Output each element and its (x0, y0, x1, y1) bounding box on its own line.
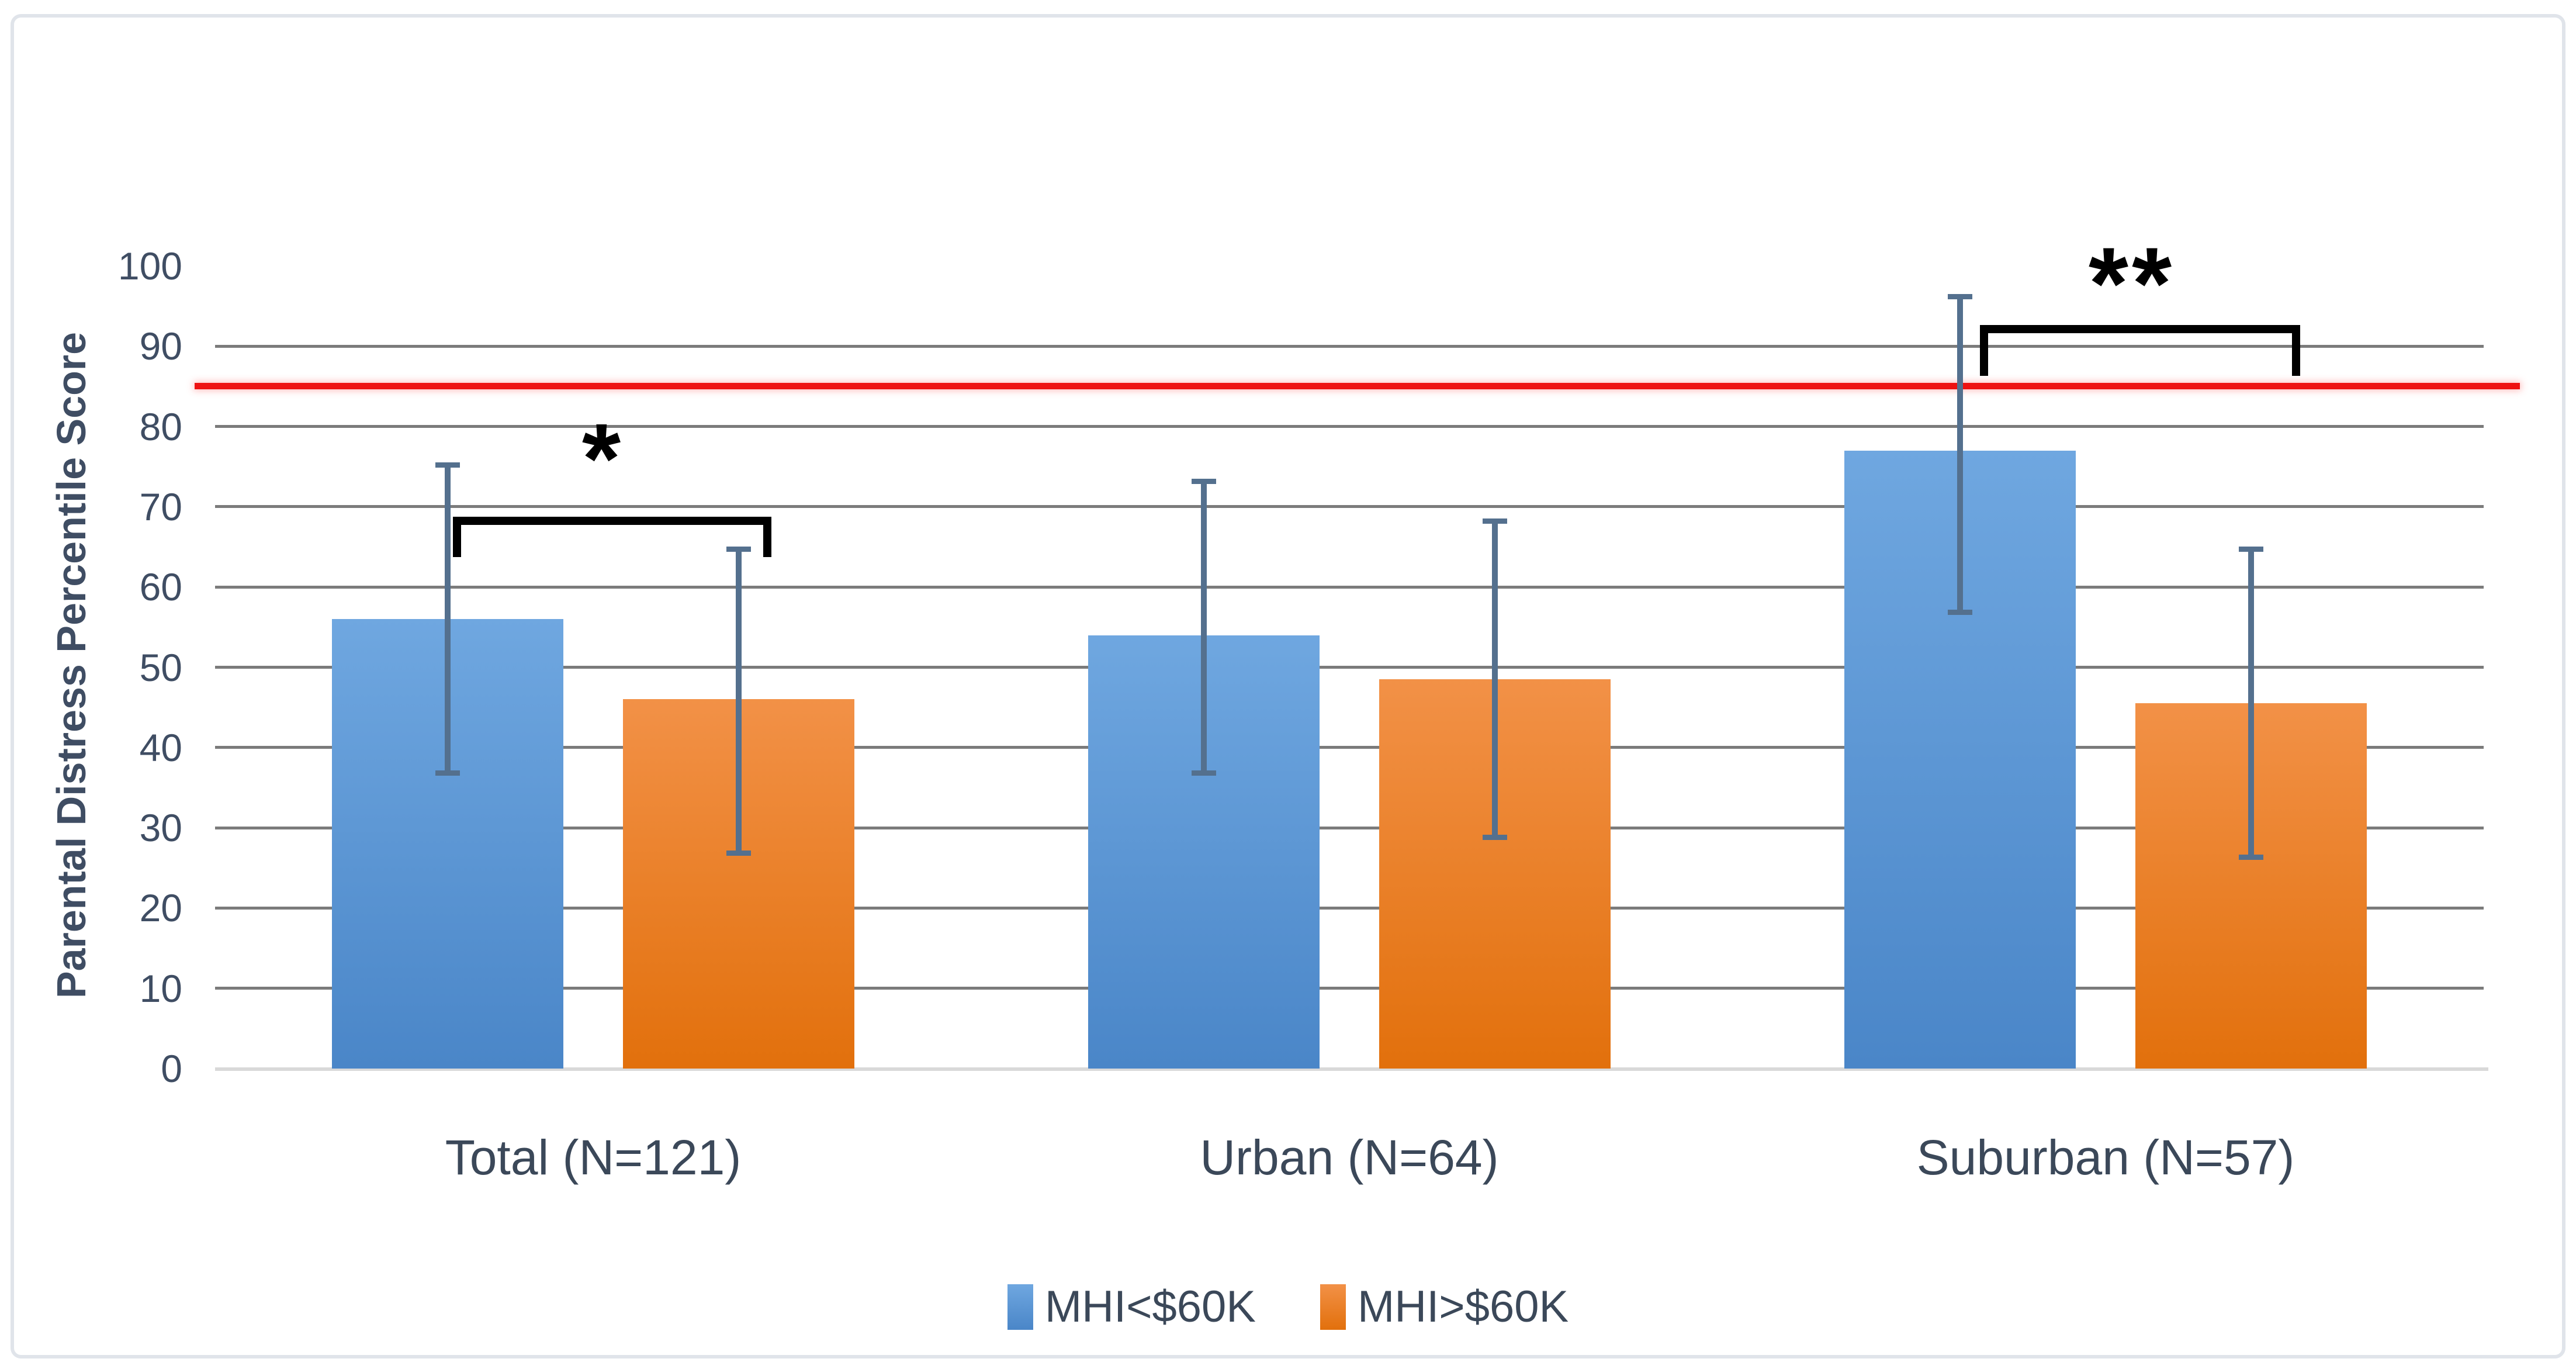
gridline (215, 344, 2484, 348)
significance-asterisk: ** (2088, 227, 2176, 341)
y-tick-label: 0 (161, 1047, 182, 1090)
legend-item-mhi-gt-60k: MHI>$60K (1320, 1281, 1569, 1333)
x-axis-line (215, 1067, 2488, 1071)
significance-asterisk: * (581, 403, 625, 514)
error-bar (1957, 298, 1963, 611)
error-bar-cap (1192, 770, 1216, 776)
y-tick-label: 60 (139, 565, 182, 609)
error-bar (1201, 482, 1207, 772)
error-bar-cap (1192, 478, 1216, 484)
gridline (215, 666, 2484, 669)
error-bar-cap (2239, 855, 2263, 860)
gridline (215, 425, 2484, 428)
significance-bracket (453, 517, 771, 557)
error-bar-cap (1483, 834, 1507, 840)
error-bar-cap (1948, 610, 1972, 616)
y-tick-label: 20 (139, 886, 182, 930)
significance-bracket (1980, 325, 2300, 376)
category-label: Urban (N=64) (1200, 1130, 1499, 1185)
gridline (215, 987, 2484, 990)
y-axis-title: Parental Distress Percentile Score (49, 331, 94, 999)
error-bar-cap (2239, 547, 2263, 552)
error-bar (1492, 523, 1498, 836)
gridline (215, 505, 2484, 509)
y-tick-label: 50 (139, 645, 182, 689)
y-tick-label: 80 (139, 405, 182, 448)
gridline (215, 906, 2484, 910)
reference-line (195, 383, 2520, 390)
y-tick-label: 70 (139, 485, 182, 528)
category-label: Suburban (N=57) (1916, 1130, 2295, 1185)
error-bar (445, 466, 451, 772)
gridline (215, 826, 2484, 829)
legend-swatch-orange-icon (1320, 1284, 1346, 1330)
y-tick-label: 40 (139, 725, 182, 769)
error-bar-cap (435, 770, 460, 776)
error-bar-cap (435, 462, 460, 468)
error-bar-cap (1948, 293, 1972, 299)
error-bar-cap (726, 547, 751, 552)
error-bar (736, 551, 742, 852)
y-tick-label: 10 (139, 966, 182, 1010)
y-tick-label: 100 (117, 244, 182, 288)
error-bar-cap (1483, 518, 1507, 524)
error-bar (2248, 551, 2254, 856)
legend-label: MHI<$60K (1044, 1282, 1256, 1332)
category-label: Total (N=121) (445, 1130, 742, 1185)
y-tick-label: 90 (139, 324, 182, 368)
legend-label: MHI>$60K (1358, 1282, 1569, 1332)
y-tick-label: 30 (139, 806, 182, 850)
legend-item-mhi-lt-60k: MHI<$60K (1007, 1281, 1256, 1333)
gridline (215, 585, 2484, 589)
legend: MHI<$60K MHI>$60K (0, 1278, 2576, 1336)
error-bar-cap (726, 851, 751, 856)
legend-swatch-blue-icon (1007, 1284, 1033, 1330)
gridline (215, 746, 2484, 749)
